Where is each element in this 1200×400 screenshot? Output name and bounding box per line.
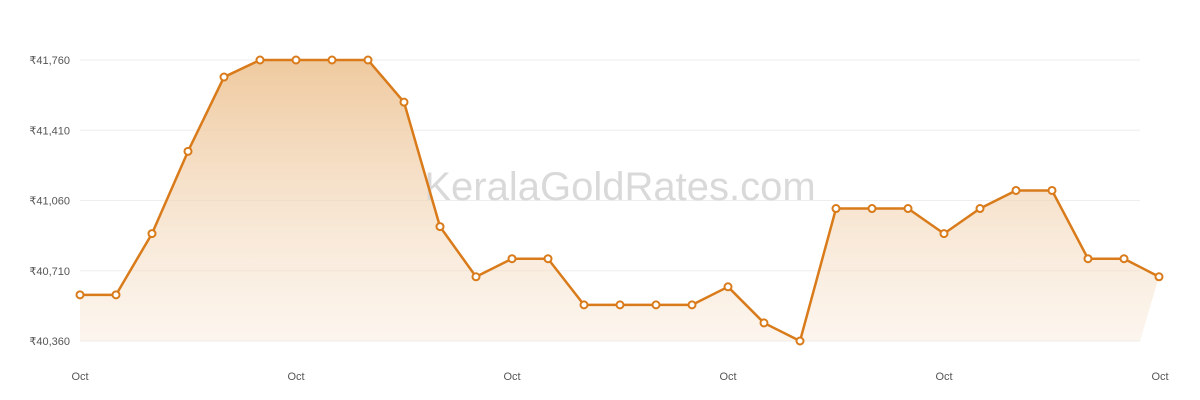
data-point[interactable] <box>507 254 517 264</box>
x-axis: OctOctOctOctOctOctOct <box>71 371 1168 383</box>
data-point[interactable] <box>831 204 841 214</box>
data-point[interactable] <box>615 300 625 310</box>
data-point[interactable] <box>1119 254 1129 264</box>
data-point[interactable] <box>75 290 85 300</box>
data-point[interactable] <box>327 55 337 65</box>
data-point[interactable] <box>903 204 913 214</box>
x-tick-label: Oct <box>71 371 88 383</box>
data-point[interactable] <box>795 336 805 346</box>
data-point[interactable] <box>939 229 949 239</box>
x-tick-label: Oct <box>503 371 520 383</box>
data-point[interactable] <box>435 222 445 232</box>
data-point[interactable] <box>183 146 193 156</box>
data-point[interactable] <box>543 254 553 264</box>
data-point[interactable] <box>147 229 157 239</box>
data-point[interactable] <box>1154 272 1164 282</box>
data-point[interactable] <box>363 55 373 65</box>
data-point[interactable] <box>651 300 661 310</box>
watermark-text: KeralaGoldRates.com <box>424 165 815 209</box>
data-point[interactable] <box>1083 254 1093 264</box>
data-point[interactable] <box>579 300 589 310</box>
data-point[interactable] <box>255 55 265 65</box>
y-tick-label: ₹40,360 <box>29 336 70 348</box>
y-axis: ₹40,360 ₹40,710 ₹41,060 ₹41,410 ₹41,760 <box>29 55 70 348</box>
data-point[interactable] <box>723 282 733 292</box>
y-tick-label: ₹40,710 <box>29 266 70 278</box>
data-point[interactable] <box>111 290 121 300</box>
x-tick-label: Oct <box>935 371 952 383</box>
y-tick-label: ₹41,760 <box>29 55 70 67</box>
data-point[interactable] <box>291 55 301 65</box>
y-tick-label: ₹41,060 <box>29 196 70 208</box>
data-point[interactable] <box>687 300 697 310</box>
area-fill <box>80 60 1159 341</box>
data-point[interactable] <box>759 318 769 328</box>
x-tick-label: Oct <box>719 371 736 383</box>
data-point[interactable] <box>399 97 409 107</box>
data-point[interactable] <box>867 204 877 214</box>
data-points-layer <box>75 55 1164 346</box>
data-point[interactable] <box>471 272 481 282</box>
y-tick-label: ₹41,410 <box>29 125 70 137</box>
data-point[interactable] <box>219 72 229 82</box>
data-point[interactable] <box>1047 185 1057 195</box>
area-fill-layer <box>80 60 1159 341</box>
x-tick-label: Oct <box>1151 371 1168 383</box>
data-point[interactable] <box>1011 185 1021 195</box>
data-point[interactable] <box>975 204 985 214</box>
x-tick-label: Oct <box>287 371 304 383</box>
